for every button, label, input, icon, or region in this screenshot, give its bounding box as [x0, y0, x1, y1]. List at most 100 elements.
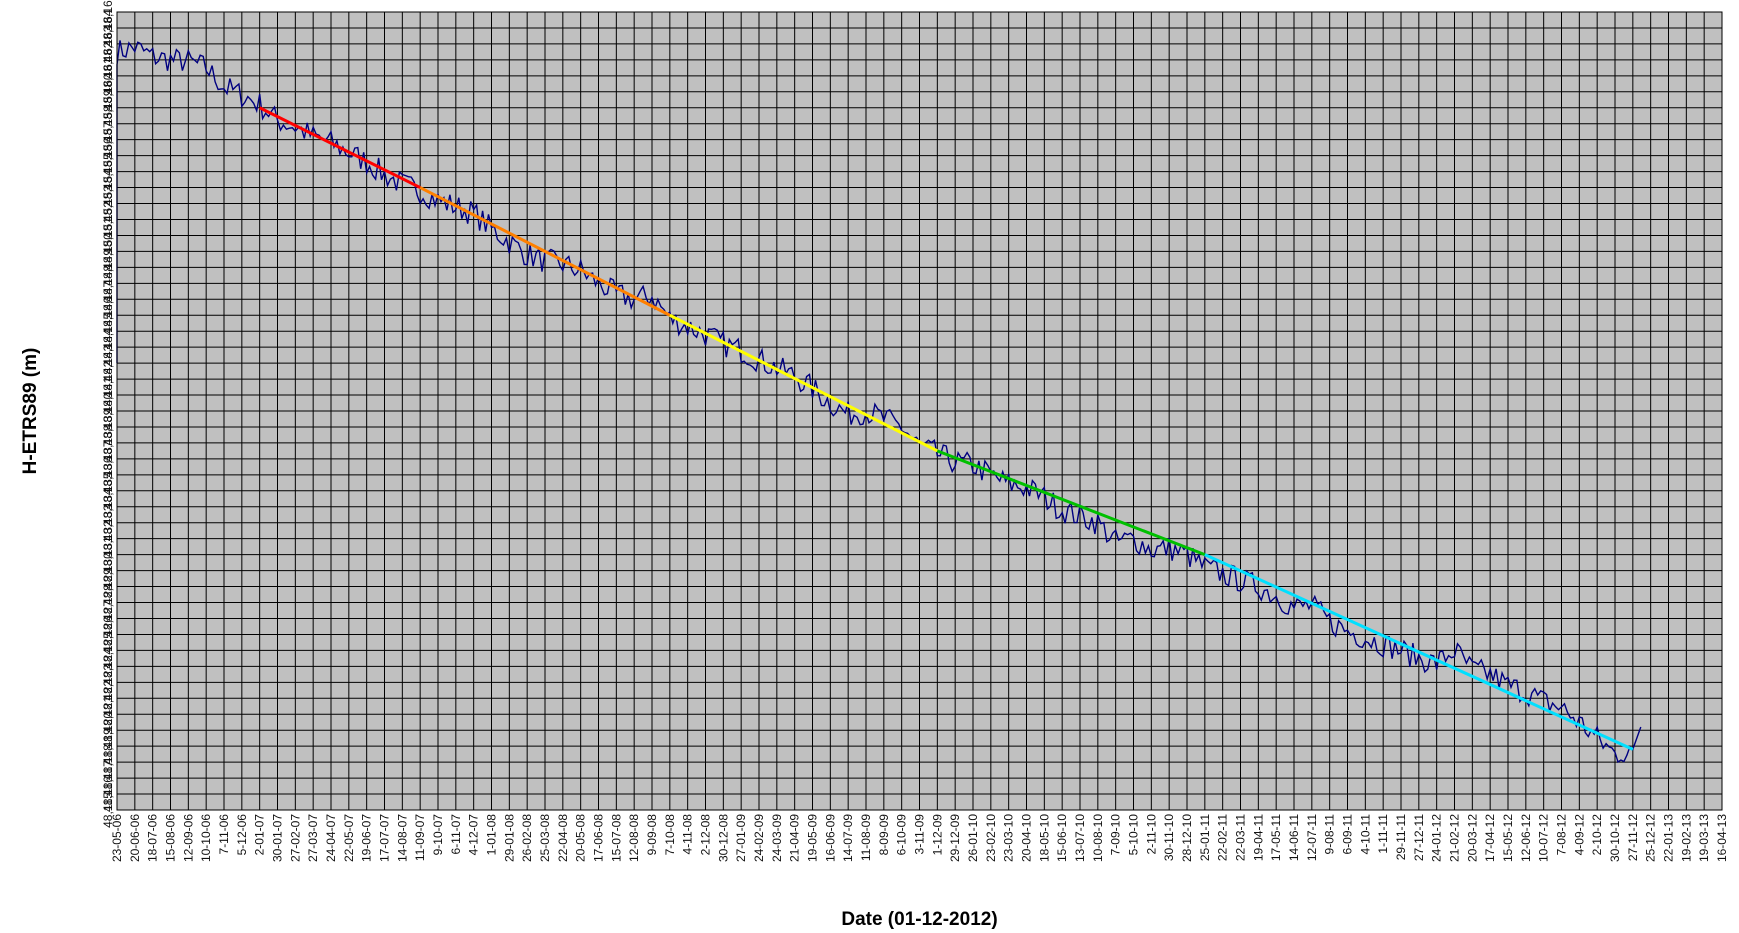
x-tick-label: 27-03-07: [306, 814, 320, 862]
y-tick-label: 48,133: [101, 504, 115, 541]
x-tick-label: 30-01-07: [271, 814, 285, 862]
x-tick-label: 26-02-08: [520, 814, 534, 862]
x-tick-label: 27-12-11: [1412, 814, 1426, 861]
x-tick-label: 29-11-11: [1394, 814, 1408, 861]
y-tick-label: 48,162: [101, 41, 115, 78]
x-tick-label: 23-03-10: [1002, 814, 1016, 862]
x-tick-label: 27-02-07: [288, 814, 302, 862]
x-tick-label: 7-09-10: [1109, 814, 1123, 856]
x-tick-label: 20-06-06: [128, 814, 142, 862]
y-tick-label: 48,163: [101, 25, 115, 62]
x-tick-label: 12-07-11: [1305, 814, 1319, 861]
x-tick-label: 25-03-08: [538, 814, 552, 862]
y-tick-label: 48,164: [101, 9, 115, 46]
y-tick-label: 48,146: [101, 297, 115, 334]
x-tick-label: 22-05-07: [342, 814, 356, 862]
x-tick-label: 15-08-06: [164, 814, 178, 862]
x-tick-label: 10-10-06: [199, 814, 213, 862]
x-tick-label: 19-03-13: [1697, 814, 1711, 862]
y-tick-label: 48,157: [101, 121, 115, 158]
x-tick-label: 24-04-07: [324, 814, 338, 862]
y-tick-label: 48,142: [101, 360, 115, 397]
y-tick-label: 48,116: [101, 776, 115, 812]
y-tick-label: 48,153: [101, 185, 115, 222]
y-tick-label: 48,118: [101, 744, 115, 780]
x-tick-label: 3-11-09: [913, 814, 927, 855]
x-tick-label: 27-01-09: [734, 814, 748, 862]
x-tick-label: 25-12-12: [1644, 814, 1658, 862]
x-tick-label: 7-08-12: [1555, 814, 1569, 856]
y-tick-label: 48,124: [101, 648, 115, 685]
x-tick-label: 2-11-10: [1144, 814, 1158, 855]
x-tick-label: 29-01-08: [502, 814, 516, 862]
x-tick-label: 24-03-09: [770, 814, 784, 862]
x-tick-label: 15-07-08: [609, 814, 623, 862]
y-tick-label: 48,158: [101, 105, 115, 142]
trend-segment-3: [669, 313, 939, 453]
x-tick-label: 19-05-09: [806, 814, 820, 862]
x-tick-label: 23-02-10: [984, 814, 998, 862]
x-axis-title: Date (01-12-2012): [841, 909, 997, 930]
x-tick-label: 30-10-12: [1608, 814, 1622, 862]
x-tick-label: 16-04-13: [1715, 814, 1729, 862]
x-tick-label: 20-04-10: [1020, 814, 1034, 862]
x-tick-label: 4-12-07: [467, 814, 481, 856]
y-axis-ticks: 48,11548,11648,11748,11848,11948,12048,1…: [101, 0, 115, 828]
x-axis-ticks: 23-05-06 20-06-06 18-07-06 15-08-06 12-09-06…: [110, 814, 1729, 862]
y-tick-label: 48,138: [101, 424, 115, 461]
x-tick-label: 18-05-10: [1037, 814, 1051, 862]
x-tick-label: 27-11-12: [1626, 814, 1640, 861]
x-tick-label: 1-12-09: [930, 814, 944, 856]
y-tick-label: 48,161: [101, 57, 115, 94]
x-tick-label: 19-06-07: [360, 814, 374, 862]
x-tick-label: 30-11-10: [1162, 814, 1176, 861]
y-tick-label: 48,125: [101, 632, 115, 669]
y-tick-label: 48,143: [101, 344, 115, 381]
y-tick-label: 48,150: [101, 233, 115, 270]
y-tick-label: 48,165: [101, 0, 115, 30]
y-tick-label: 48,135: [101, 472, 115, 509]
x-tick-label: 6-09-11: [1341, 814, 1355, 855]
y-tick-label: 48,156: [101, 137, 115, 174]
x-tick-label: 22-02-11: [1216, 814, 1230, 861]
x-tick-label: 19-04-11: [1251, 814, 1265, 861]
x-tick-label: 11-08-09: [859, 814, 873, 861]
y-tick-label: 48,160: [101, 73, 115, 110]
series-line-measurement: [116, 40, 1642, 764]
x-tick-label: 12-06-12: [1519, 814, 1533, 862]
y-tick-label: 48,155: [101, 153, 115, 190]
x-tick-label: 9-08-11: [1323, 814, 1337, 855]
y-tick-label: 48,115: [101, 792, 115, 828]
y-tick-label: 48,126: [101, 616, 115, 653]
x-tick-label: 4-11-08: [681, 814, 695, 855]
y-tick-label: 48,130: [101, 552, 115, 589]
x-tick-label: 18-07-06: [146, 814, 160, 862]
x-tick-label: 7-10-08: [663, 814, 677, 856]
y-tick-label: 48,117: [101, 760, 115, 796]
trend-segment-5: [1204, 553, 1634, 751]
trend-segment-1: [258, 106, 421, 189]
y-tick-label: 48,129: [101, 568, 115, 605]
x-tick-label: 6-10-09: [895, 814, 909, 856]
x-tick-label: 13-07-10: [1073, 814, 1087, 862]
x-tick-label: 16-06-09: [823, 814, 837, 862]
y-tick-label: 48,149: [101, 249, 115, 286]
y-tick-label: 48,132: [101, 520, 115, 557]
x-tick-label: 21-02-12: [1448, 814, 1462, 862]
x-tick-label: 17-06-08: [592, 814, 606, 862]
y-tick-label: 48,139: [101, 408, 115, 445]
x-tick-label: 7-11-06: [217, 814, 231, 855]
y-tick-label: 48,128: [101, 584, 115, 621]
x-tick-label: 2-12-08: [699, 814, 713, 856]
trend-segment-2: [419, 186, 671, 317]
x-tick-label: 23-05-06: [110, 814, 124, 862]
x-tick-label: 4-10-11: [1358, 814, 1372, 855]
x-tick-label: 1-01-08: [485, 814, 499, 856]
x-tick-label: 29-12-09: [948, 814, 962, 862]
y-tick-label: 48,147: [101, 281, 115, 318]
x-tick-label: 5-12-06: [235, 814, 249, 856]
y-tick-label: 48,127: [101, 600, 115, 637]
x-tick-label: 9-09-08: [645, 814, 659, 856]
x-tick-label: 28-12-10: [1180, 814, 1194, 862]
y-tick-label: 48,141: [101, 376, 115, 413]
